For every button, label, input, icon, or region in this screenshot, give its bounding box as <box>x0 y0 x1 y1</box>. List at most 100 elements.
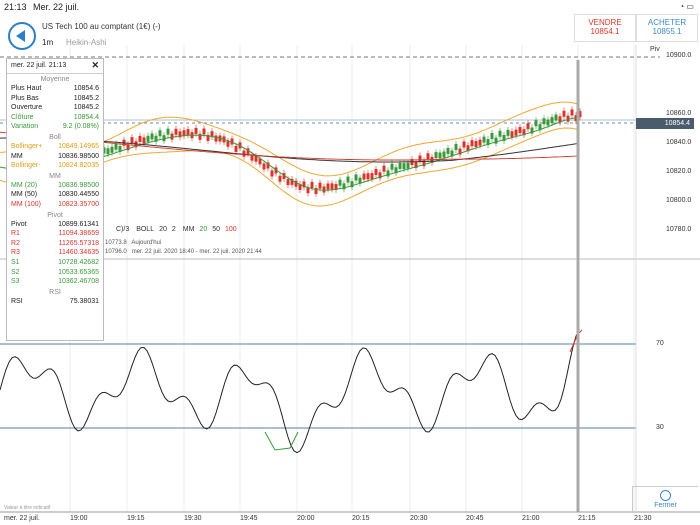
info-value: 11265.57318 <box>58 239 99 247</box>
info-row: Ouverture 10845.2 <box>7 103 103 113</box>
close-icon[interactable]: ✕ <box>91 60 99 70</box>
price-axis-label: 10840.0 <box>666 139 692 146</box>
status-date: Mer. 22 juil. <box>33 2 80 12</box>
info-value: 11094.38659 <box>58 230 99 238</box>
info-value: 10845.2 <box>73 94 99 102</box>
info-value: 10824.82035 <box>58 162 99 170</box>
info-label: R2 <box>11 239 20 247</box>
period-high-label: Aujourd'hui <box>131 240 162 246</box>
info-value: 10899.61341 <box>58 220 99 228</box>
status-bar: 21:13 Mer. 22 juil. ◔ ▭ <box>0 0 700 14</box>
info-row: MM 10836.98500 <box>7 152 103 162</box>
period-low: 10796.0 mer. 22 juil. 2020 18:40 - mer. … <box>105 249 262 255</box>
info-row: RSI 75.38031 <box>7 297 103 307</box>
info-value: 10854.4 <box>73 113 99 121</box>
info-label: S3 <box>11 278 20 286</box>
info-row: R2 11265.57318 <box>7 239 103 249</box>
close-button[interactable]: Fermer <box>632 486 698 512</box>
instrument-title: US Tech 100 au comptant (1€) (-) <box>42 22 161 31</box>
info-row: Variation 9.2 (0.08%) <box>7 122 103 132</box>
info-value: 10830.44550 <box>58 191 99 199</box>
info-label: S2 <box>11 268 20 276</box>
info-label: Bollinger- <box>11 162 41 170</box>
time-axis-label: 19:00 <box>70 515 88 522</box>
boll-indicator: BOLL <box>136 226 155 233</box>
info-value: 10823.35700 <box>58 200 99 208</box>
info-row: Bollinger- 10824.82035 <box>7 161 103 171</box>
target-icon <box>660 490 671 501</box>
chart-type-label[interactable]: Heikin-Ashi <box>66 38 107 47</box>
time-axis-label: 19:15 <box>127 515 145 522</box>
info-row: MM (100) 10823.35700 <box>7 200 103 210</box>
status-time: 21:13 <box>4 2 27 12</box>
info-label: RSI <box>11 297 23 305</box>
info-label: MM (50) <box>11 191 38 199</box>
mm50-period: 50 <box>212 226 221 233</box>
info-value: 10728.42682 <box>58 258 99 266</box>
buy-label: ACHETER <box>647 18 687 27</box>
info-label: Plus Haut <box>11 85 42 92</box>
timeframe-selector[interactable]: 1m <box>42 38 54 47</box>
time-axis-label: 20:45 <box>466 515 484 522</box>
section-title: RSI <box>49 288 61 296</box>
period-high-value: 10773.8 <box>105 240 127 246</box>
info-label: Pivot <box>11 220 27 228</box>
info-value: 11460.34635 <box>58 249 99 257</box>
back-button[interactable] <box>8 22 36 50</box>
indicator-bar[interactable]: C)/3 BOLL 20 2 MM 20 50 100 <box>116 226 242 233</box>
info-row: MM (20) 10836.98500 <box>7 181 103 191</box>
time-axis-label: 20:15 <box>352 515 370 522</box>
price-axis-label: 10780.0 <box>666 226 692 233</box>
info-label: Variation <box>11 123 39 131</box>
info-panel-header: mer. 22 juil. 21:13 ✕ <box>7 59 103 74</box>
mm20-period: 20 <box>199 226 208 233</box>
section-title: MM <box>49 172 61 180</box>
info-panel: mer. 22 juil. 21:13 ✕ Moyenne Plus Haut 1… <box>6 58 104 341</box>
pivot-label: Piv <box>650 46 660 53</box>
boll-dev: 2 <box>171 226 176 233</box>
candles <box>102 106 582 198</box>
info-value: 10849.14965 <box>58 142 99 150</box>
rsi-overbought-line <box>569 329 583 353</box>
grid-lines <box>69 45 635 512</box>
info-row: Clôture 10854.4 <box>7 113 103 123</box>
buy-button[interactable]: ACHETER 10855.1 <box>636 14 698 42</box>
info-date: mer. 22 juil. 21:13 <box>11 62 67 69</box>
info-row: Bollinger+ 10849.14965 <box>7 142 103 152</box>
price-axis-label: 10900.0 <box>666 52 692 59</box>
section-title: Pivot <box>47 211 63 219</box>
sell-button[interactable]: VENDRE 10854.1 <box>574 14 636 42</box>
rsi-line <box>0 329 580 454</box>
mm-indicator: MM <box>182 226 195 233</box>
time-axis-label: 19:30 <box>184 515 202 522</box>
info-label: Plus Bas <box>11 94 39 102</box>
info-label: MM (20) <box>11 181 38 189</box>
info-value: 10845.2 <box>73 104 99 112</box>
info-label: MM <box>11 152 23 160</box>
rsi-axis-label: 70 <box>656 340 664 347</box>
info-label: Ouverture <box>11 104 43 112</box>
price-axis-label: 10860.0 <box>666 110 692 117</box>
info-value: 10836.98500 <box>58 152 99 160</box>
info-label: MM (100) <box>11 200 41 208</box>
info-label: R1 <box>11 230 20 238</box>
info-label: Bollinger+ <box>11 142 43 150</box>
current-price-tag: 10854.4 <box>636 118 694 129</box>
boll-period: 20 <box>159 226 167 233</box>
disclaimer: Valeur à titre indicatif <box>4 505 51 511</box>
time-axis-label: 21:15 <box>578 515 596 522</box>
period-high: 10773.8 Aujourd'hui <box>105 240 161 246</box>
time-axis-label: 19:45 <box>240 515 258 522</box>
indicator-prefix: C)/3 <box>116 226 130 233</box>
time-axis-label: mer. 22 juil. <box>4 515 40 522</box>
battery-icon: ◔ ▭ <box>679 2 694 11</box>
info-row: Plus Haut 10854.6 <box>7 84 103 94</box>
sell-label: VENDRE <box>588 18 622 27</box>
time-axis-label: 20:30 <box>410 515 428 522</box>
close-label: Fermer <box>654 502 677 509</box>
info-value: 10836.98500 <box>58 181 99 189</box>
time-axis-label: 20:00 <box>297 515 315 522</box>
info-label: Clôture <box>11 113 34 121</box>
time-axis-label: 21:30 <box>634 515 652 522</box>
